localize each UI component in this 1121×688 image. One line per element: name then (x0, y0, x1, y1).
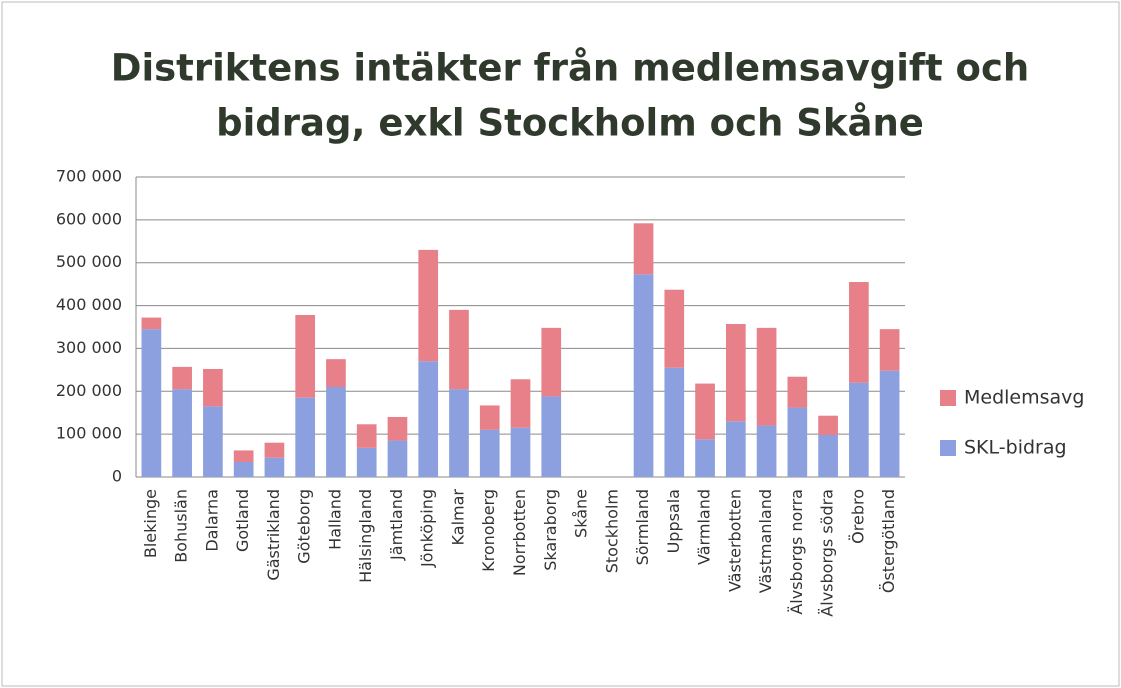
x-tick-label: Västmanland (756, 489, 775, 593)
bar-segment (787, 376, 808, 408)
x-tick-label: Blekinge (141, 489, 160, 558)
bar-segment (203, 406, 223, 477)
bar-segment (756, 425, 777, 477)
x-tick-label: Älvsborgs södra (818, 489, 837, 617)
bar-segment (849, 282, 869, 383)
bar-segment (510, 427, 531, 477)
x-tick-label: Hälsingland (356, 489, 375, 583)
bar-segment (141, 317, 162, 330)
bar-segment (356, 447, 377, 477)
x-tick-label: Värmland (695, 489, 714, 565)
bar-segment (172, 366, 192, 390)
x-tick-label: Älvsborgs norra (787, 489, 806, 615)
bar-segment (172, 389, 192, 477)
bar-segment (849, 382, 869, 477)
legend-swatch (940, 390, 956, 406)
bar-segment (787, 407, 808, 477)
chart-title: bidrag, exkl Stockholm och Skåne (216, 102, 924, 145)
bar-segment (356, 424, 377, 448)
bar-segment (725, 324, 746, 422)
bar-segment (818, 435, 838, 477)
x-tick-label: Örebro (848, 489, 867, 544)
bar-segment (541, 396, 562, 477)
bar-segment (295, 397, 316, 477)
legend-label: Medlemsavg (964, 387, 1084, 409)
bar-segment (203, 369, 223, 407)
bar-segment (264, 457, 285, 477)
legend-label: SKL-bidrag (964, 437, 1067, 459)
bar-segment (879, 329, 900, 371)
bar-segment (633, 223, 654, 275)
bar-segment (233, 462, 254, 477)
bar-segment (233, 450, 254, 462)
x-tick-label: Gotland (233, 489, 252, 552)
x-tick-label: Bohuslän (172, 489, 191, 563)
bar-segment (418, 361, 439, 477)
x-tick-label: Jönköping (418, 489, 437, 568)
bar-segment (326, 359, 346, 387)
y-tick-label: 0 (112, 467, 122, 486)
x-tick-label: Västerbotten (725, 489, 744, 592)
y-tick-label: 200 000 (56, 381, 122, 400)
bar-segment (695, 383, 715, 440)
y-tick-label: 300 000 (56, 338, 122, 357)
bar-segment (510, 379, 531, 428)
bar-segment (479, 405, 500, 430)
x-tick-label: Skaraborg (541, 489, 560, 571)
x-tick-label: Östergötland (879, 489, 898, 593)
bar-segment (141, 329, 162, 477)
bar-segment (695, 439, 715, 477)
bar-segment (295, 315, 316, 398)
bar-segment (418, 249, 439, 362)
x-tick-label: Norrbotten (510, 489, 529, 576)
bar-segment (725, 421, 746, 477)
y-tick-label: 400 000 (56, 295, 122, 314)
x-tick-label: Kalmar (448, 489, 467, 546)
bar-segment (818, 415, 838, 435)
bar-segment (664, 367, 685, 477)
bar-segment (449, 309, 469, 390)
x-tick-label: Göteborg (295, 489, 314, 564)
bar-segment (541, 327, 562, 397)
bar-segment (264, 442, 285, 458)
y-tick-label: 600 000 (56, 209, 122, 228)
x-tick-label: Halland (325, 489, 344, 550)
x-tick-label: Jämtland (387, 489, 406, 561)
bar-segment (387, 440, 408, 477)
x-tick-label: Uppsala (664, 489, 683, 553)
bar-segment (449, 389, 469, 477)
x-tick-label: Gästrikland (264, 489, 283, 581)
bar-segment (387, 417, 408, 441)
bar-segment (664, 289, 685, 368)
x-tick-label: Sörmland (633, 489, 652, 565)
bar-segment (879, 370, 900, 477)
y-tick-label: 500 000 (56, 252, 122, 271)
y-tick-label: 700 000 (56, 167, 122, 186)
bar-segment (756, 327, 777, 426)
bar-segment (479, 429, 500, 477)
y-tick-label: 100 000 (56, 424, 122, 443)
legend-swatch (940, 440, 956, 456)
bar-segment (326, 387, 346, 477)
x-tick-label: Skåne (572, 489, 591, 538)
x-tick-label: Kronoberg (479, 489, 498, 572)
x-tick-label: Dalarna (202, 489, 221, 552)
x-tick-label: Stockholm (602, 489, 621, 573)
chart-title: Distriktens intäkter från medlemsavgift … (111, 47, 1030, 90)
bar-segment (633, 274, 654, 477)
